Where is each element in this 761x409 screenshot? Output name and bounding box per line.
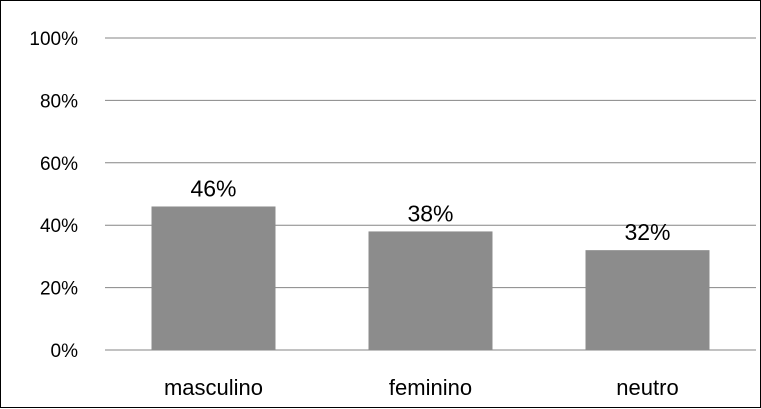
y-tick-label: 60% bbox=[40, 154, 78, 175]
y-tick-label: 80% bbox=[40, 91, 78, 112]
y-tick-label: 20% bbox=[40, 279, 78, 300]
bar-masculino bbox=[151, 206, 276, 350]
x-category-label: feminino bbox=[389, 375, 472, 400]
bar-neutro bbox=[585, 250, 710, 350]
y-tick-label: 100% bbox=[29, 29, 78, 50]
x-category-label: neutro bbox=[616, 375, 678, 400]
x-category-label: masculino bbox=[164, 375, 263, 400]
data-label: 46% bbox=[190, 175, 236, 201]
data-label: 32% bbox=[624, 219, 670, 245]
bar-feminino bbox=[368, 231, 493, 350]
y-tick-label: 0% bbox=[51, 341, 79, 362]
data-label: 38% bbox=[407, 200, 453, 226]
y-tick-label: 40% bbox=[40, 216, 78, 237]
